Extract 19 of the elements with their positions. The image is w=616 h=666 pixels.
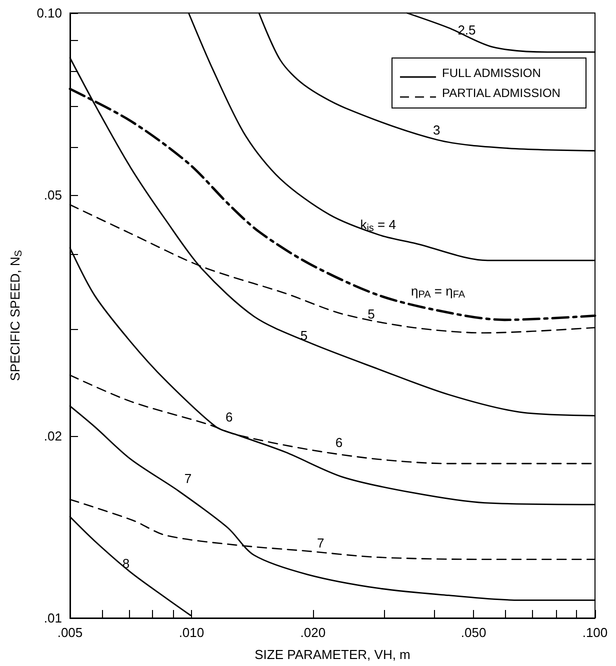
annotation: 7	[184, 471, 192, 486]
annotation: 6	[226, 409, 233, 424]
annotation: 6	[335, 435, 343, 450]
x-axis-title: SIZE PARAMETER, VH, m	[254, 647, 410, 662]
y-tick-label: .05	[44, 188, 62, 203]
y-tick-label: .02	[44, 428, 62, 444]
annotation: 5	[368, 306, 375, 322]
legend-label: PARTIAL ADMISSION	[442, 86, 560, 100]
x-tick-label: .100	[582, 625, 608, 640]
x-tick-label: .020	[300, 625, 326, 640]
legend-label: FULL ADMISSION	[442, 66, 541, 80]
x-tick-label: .005	[57, 625, 83, 640]
x-tick-label: .010	[178, 625, 204, 640]
annotation: 3	[432, 122, 440, 138]
x-tick-label: .050	[460, 625, 486, 640]
annotation: 7	[317, 536, 324, 551]
y-tick-label: .01	[44, 610, 62, 626]
y-axis-title: SPECIFIC SPEED, NS	[8, 250, 24, 381]
y-tick-label: 0.10	[36, 6, 62, 20]
